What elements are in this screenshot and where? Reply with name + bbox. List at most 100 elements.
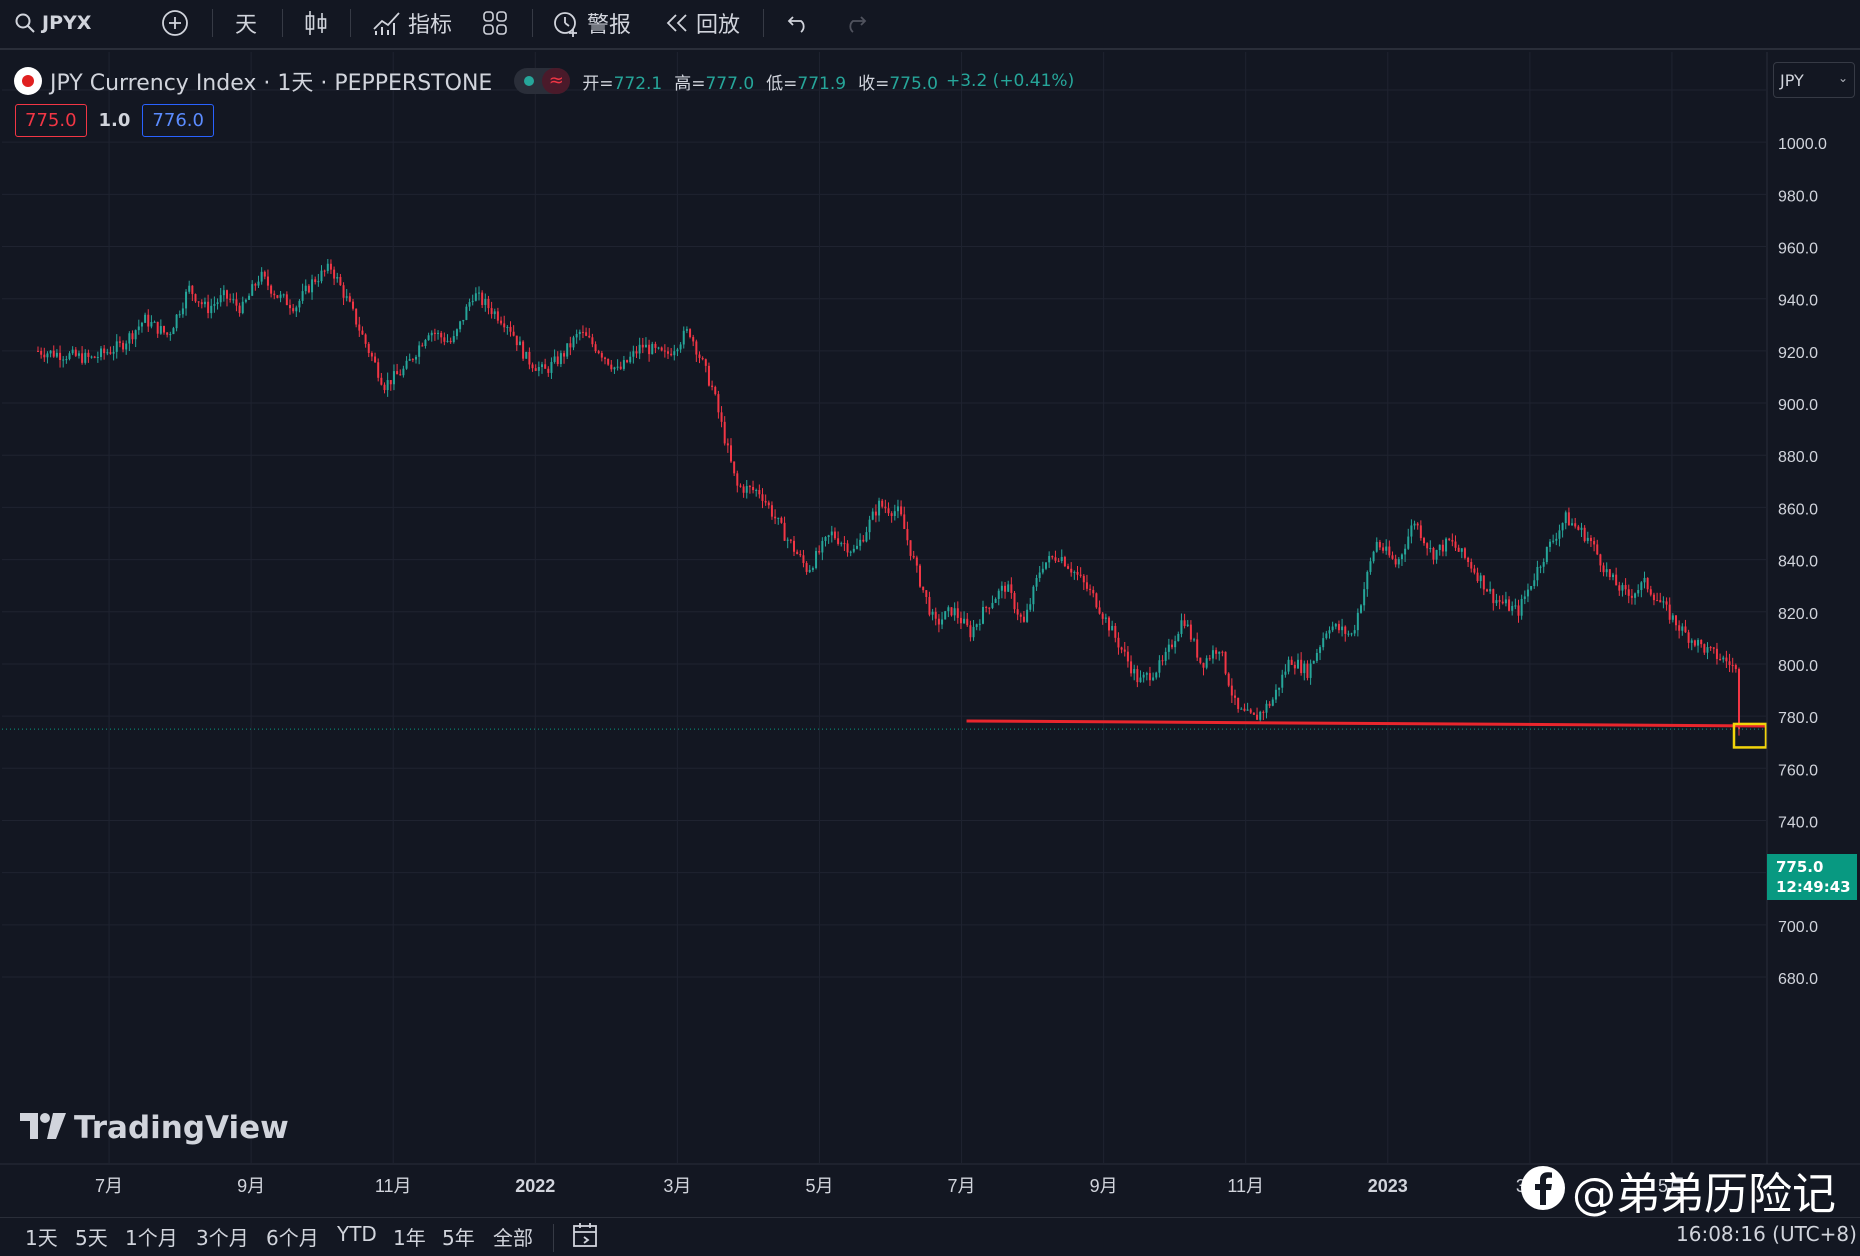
range-button-ytd[interactable]: YTD [337, 1222, 377, 1246]
candle-body [68, 353, 71, 360]
candle-body [856, 545, 858, 549]
credit-text: @弟弟历险记 [1572, 1169, 1836, 1220]
candle-body [1004, 585, 1007, 592]
redo-button[interactable] [842, 0, 868, 46]
candle-body [222, 290, 225, 296]
candle-body [49, 350, 52, 354]
layout-button[interactable] [482, 0, 508, 46]
candle-body [1678, 625, 1681, 631]
range-button-6m[interactable]: 6个月 [266, 1226, 319, 1250]
candle-body [1577, 526, 1580, 530]
candle-body [1495, 600, 1498, 604]
candle-body [733, 461, 736, 474]
candle-body [660, 347, 663, 351]
market-status-pill[interactable]: ≈ [514, 68, 571, 94]
replay-button[interactable]: 回放 [664, 0, 740, 46]
replay-label: 回放 [696, 13, 741, 38]
candle-body [585, 332, 588, 336]
candle-body [1703, 644, 1706, 653]
sell-price-button[interactable]: 775.0 [15, 104, 87, 137]
candle-body [840, 543, 843, 545]
range-button-1m[interactable]: 1个月 [125, 1226, 178, 1250]
chart-type-button[interactable] [303, 0, 329, 46]
toolbar-divider [212, 9, 213, 37]
candle-body [550, 361, 553, 373]
candle-body [1508, 599, 1511, 611]
candle-body [500, 320, 503, 324]
highlight-rectangle[interactable] [1732, 722, 1768, 749]
interval-button[interactable]: 天 [235, 0, 257, 46]
currency-select[interactable]: JPY ⌄ [1773, 62, 1855, 98]
candle-body [1476, 572, 1479, 582]
support-trend-line[interactable] [966, 719, 1767, 728]
candle-body [707, 365, 710, 386]
candle-body [1555, 538, 1558, 541]
candle-body [1627, 589, 1630, 596]
symbol-title[interactable]: JPY Currency Index · 1天 · PEPPERSTONE [50, 71, 493, 96]
candle-body [1360, 605, 1362, 613]
candle-body [670, 353, 673, 356]
candle-body [386, 380, 389, 391]
candle-body [758, 489, 761, 495]
candle-body [1492, 589, 1495, 604]
goto-date-button[interactable] [570, 1220, 600, 1255]
buy-price-button[interactable]: 776.0 [142, 104, 214, 137]
candle-body [484, 298, 487, 305]
candle-body [928, 596, 931, 615]
time-axis[interactable]: 7月9月11月20223月5月7月9月11月20233月5月 [95, 1176, 1686, 1196]
candle-body [581, 331, 584, 333]
candle-body [427, 335, 430, 341]
candle-body [289, 305, 291, 309]
candle-body [941, 619, 944, 625]
candle-body [972, 626, 975, 638]
candle-body [651, 343, 654, 355]
candle-body [43, 354, 46, 358]
indicators-label: 指标 [408, 13, 453, 38]
indicators-button[interactable]: 指标 [372, 0, 452, 46]
range-button-5d[interactable]: 5天 [75, 1226, 108, 1250]
candle-body [62, 359, 65, 361]
range-button-1d[interactable]: 1天 [25, 1226, 58, 1250]
candle-body [263, 271, 266, 277]
candle-body [1344, 626, 1347, 634]
candle-body [443, 337, 446, 342]
candle-body [478, 292, 480, 294]
alarm-clock-icon [551, 8, 581, 38]
candle-body [254, 284, 257, 286]
candle-body [1571, 523, 1574, 526]
candle-body [837, 538, 840, 544]
candle-body [796, 551, 799, 555]
candle-body [884, 506, 887, 509]
candle-body [474, 293, 477, 301]
candle-body [528, 351, 531, 365]
candle-body [1640, 582, 1643, 590]
candle-body [188, 285, 191, 292]
time-tick-label: 5月 [1658, 1176, 1686, 1196]
price-axis[interactable]: 1020.01000.0980.0960.0940.0920.0900.0880… [1778, 84, 1827, 988]
symbol-search[interactable]: JPYX [14, 0, 91, 46]
compare-symbol-button[interactable] [160, 0, 190, 46]
candle-body [1621, 585, 1624, 591]
timezone-clock[interactable]: 16:08:16 (UTC+8) [1676, 1222, 1857, 1246]
candle-body [55, 352, 58, 357]
price-tick-label: 940.0 [1778, 293, 1818, 310]
candle-body [1634, 593, 1637, 598]
candle-body [852, 548, 855, 552]
change-value: +3.2 (+0.41%) [946, 71, 1075, 91]
undo-button[interactable] [786, 0, 812, 46]
price-tick-label: 880.0 [1778, 449, 1818, 466]
candle-body [323, 270, 326, 272]
alerts-button[interactable]: 警报 [551, 0, 631, 46]
candle-body [944, 611, 947, 620]
candle-body [594, 344, 597, 352]
range-button-3m[interactable]: 3个月 [196, 1226, 249, 1250]
candle-body [553, 356, 556, 362]
candle-body [780, 517, 783, 523]
range-button-5y[interactable]: 5年 [442, 1226, 475, 1250]
candle-body [547, 368, 550, 373]
candle-body [125, 343, 128, 350]
range-button-1y[interactable]: 1年 [393, 1226, 426, 1250]
range-button-all[interactable]: 全部 [493, 1226, 533, 1250]
search-icon [14, 12, 36, 34]
